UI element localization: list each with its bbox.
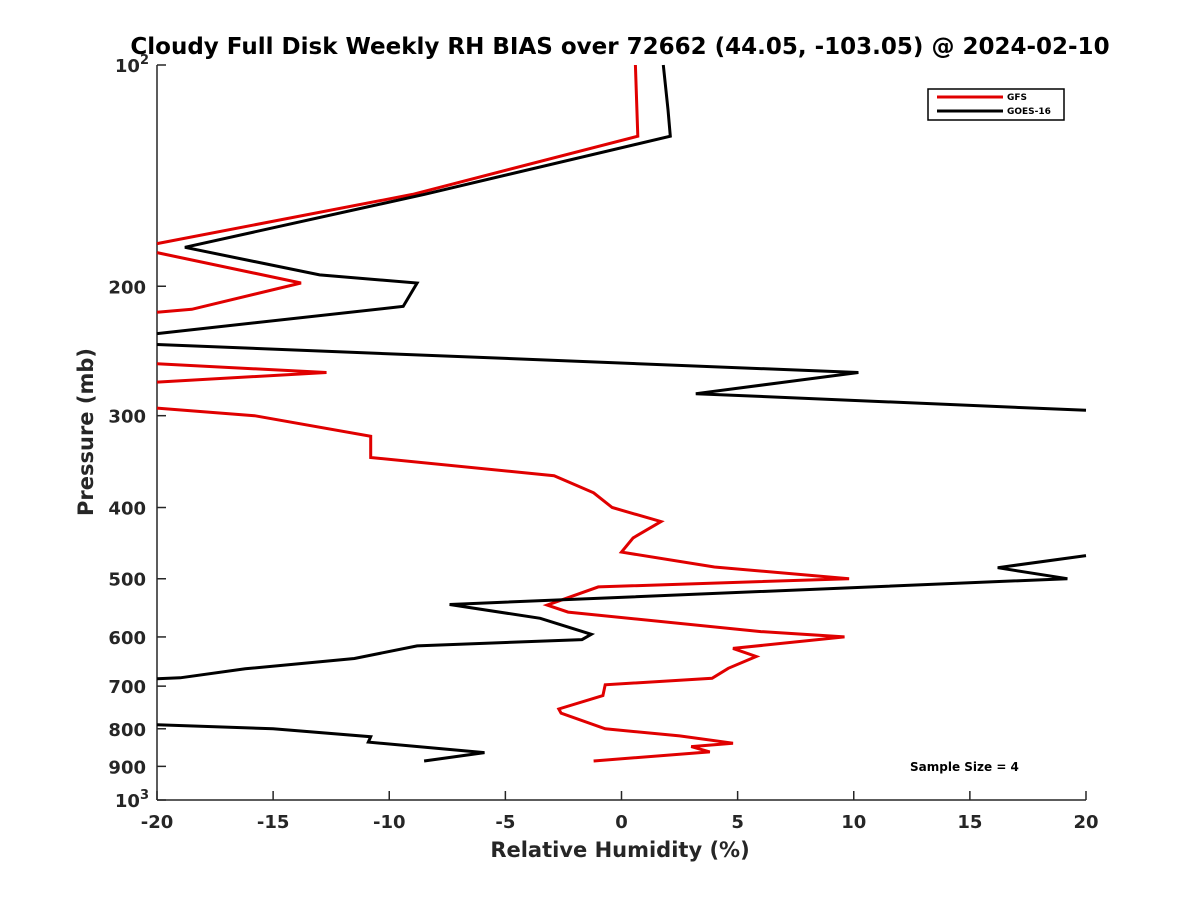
- y-tick-base: 10: [115, 791, 140, 812]
- x-tick-label: 5: [731, 812, 744, 833]
- y-tick-label: 900: [108, 757, 146, 778]
- chart-title: Cloudy Full Disk Weekly RH BIAS over 726…: [130, 34, 1109, 60]
- y-tick-label: 700: [108, 677, 146, 698]
- y-tick-label: 102: [115, 53, 149, 77]
- goes-16-line: [156, 343, 1087, 412]
- y-tick-base: 10: [115, 56, 140, 77]
- gfs-line: [156, 251, 302, 314]
- y-tick-label: 800: [108, 720, 146, 741]
- goes-16-line: [156, 64, 672, 336]
- legend: GFS GOES-16: [927, 88, 1065, 121]
- y-axis-label: Pressure (mb): [74, 348, 98, 516]
- gfs-line: [156, 406, 850, 763]
- x-tick-label: -5: [495, 812, 515, 833]
- goes-16-line: [156, 723, 485, 763]
- legend-label-goes-16: GOES-16: [1007, 107, 1051, 117]
- sample-size-annotation: Sample Size = 4: [910, 760, 1019, 774]
- x-tick-label: 10: [841, 812, 866, 833]
- series-layer: [156, 64, 1087, 763]
- y-tick-label: 400: [108, 499, 146, 520]
- y-tick-label: 200: [108, 277, 146, 298]
- x-axis-label: Relative Humidity (%): [490, 838, 749, 862]
- gfs-line: [156, 362, 327, 384]
- x-tick-label: -20: [141, 812, 174, 833]
- y-tick-exponent: 2: [140, 53, 149, 68]
- x-tick-label: 0: [615, 812, 628, 833]
- legend-label-gfs: GFS: [1007, 93, 1027, 103]
- y-tick-label: 600: [108, 628, 146, 649]
- y-tick-label: 103: [115, 788, 149, 812]
- gfs-line: [156, 64, 640, 246]
- x-tick-label: -10: [373, 812, 406, 833]
- goes-16-line: [156, 554, 1087, 681]
- x-tick-label: 15: [957, 812, 982, 833]
- x-tick-label: -15: [257, 812, 290, 833]
- x-axis-ticks: -20 -15 -10 -5 0 5 10 15 20: [141, 791, 1099, 833]
- y-tick-label: 300: [108, 407, 146, 428]
- x-tick-label: 20: [1073, 812, 1098, 833]
- y-tick-exponent: 3: [140, 788, 149, 803]
- y-tick-label: 500: [108, 570, 146, 591]
- legend-box: [927, 88, 1065, 121]
